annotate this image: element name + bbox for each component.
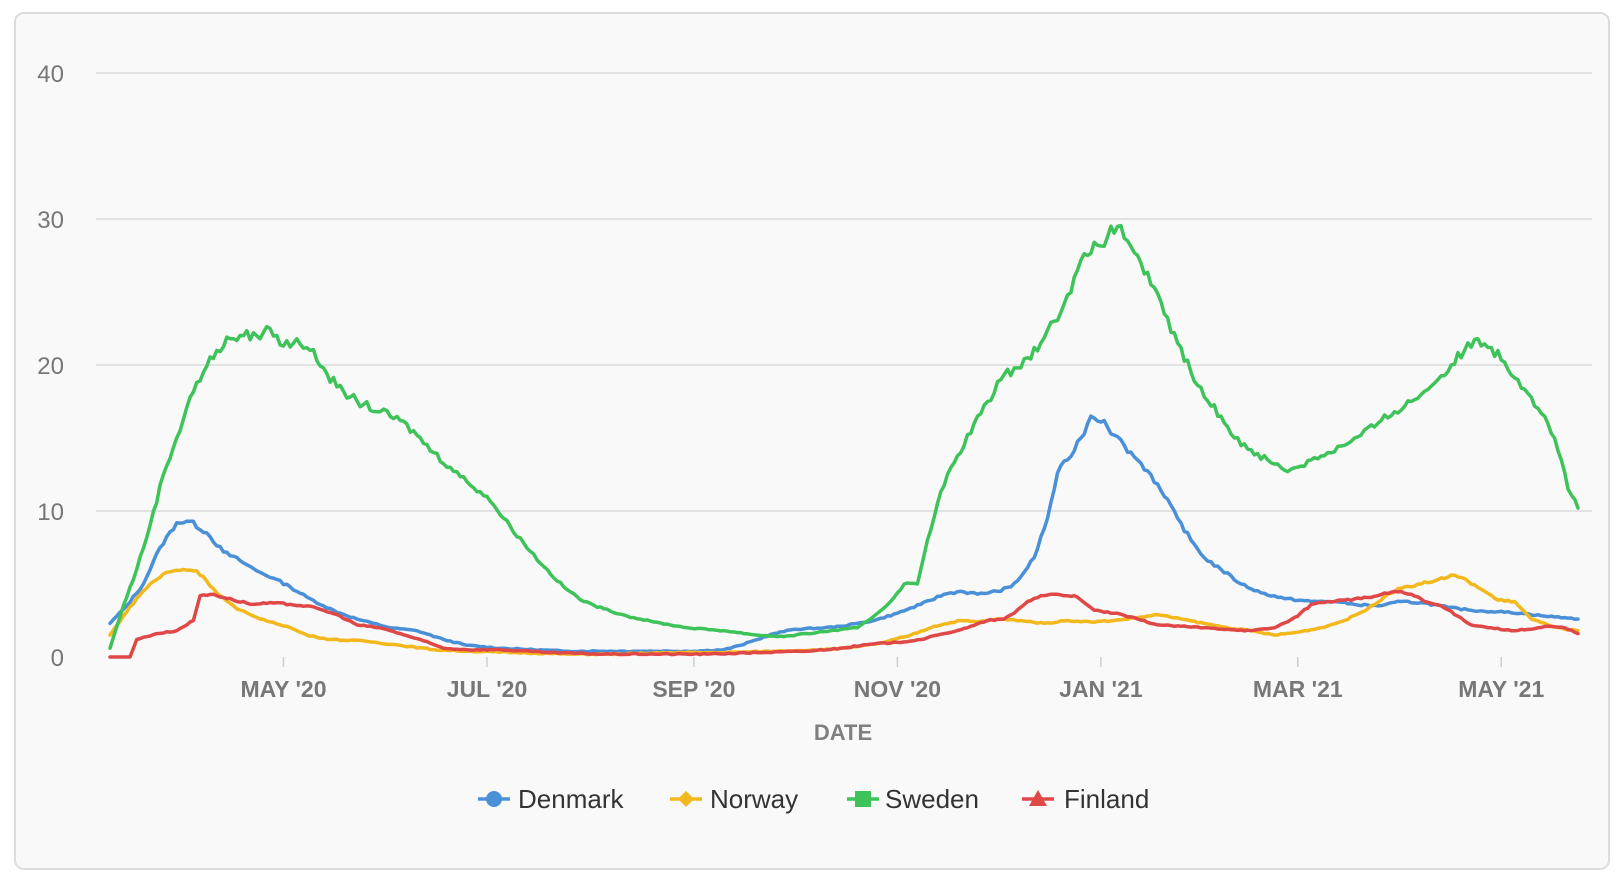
- series-line-denmark: [108, 414, 1580, 654]
- legend-marker-diamond-icon: [678, 791, 694, 807]
- x-tick-label: JAN '21: [1059, 676, 1143, 702]
- legend: Denmark Norway Sweden Finland: [478, 784, 1149, 814]
- grid-lines: [96, 72, 1592, 512]
- x-tick-label: JUL '20: [447, 676, 527, 702]
- y-tick-label: 30: [37, 207, 64, 234]
- y-tick-label: 10: [37, 499, 64, 526]
- series-lines: [108, 223, 1580, 659]
- legend-label: Denmark: [518, 784, 624, 814]
- x-tick-label: MAR '21: [1253, 676, 1343, 702]
- y-axis-ticks: 0 10 20 30 40: [37, 61, 64, 672]
- x-axis-ticks: MAY '20 JUL '20 SEP '20 NOV '20 JAN '21 MAR '…: [240, 657, 1544, 702]
- chart-card: [14, 12, 1610, 870]
- series-line-finland: [108, 589, 1580, 659]
- legend-label: Norway: [710, 784, 798, 814]
- legend-marker-square-icon: [855, 791, 871, 807]
- legend-marker-triangle-icon: [1029, 790, 1047, 806]
- legend-item-denmark[interactable]: Denmark: [478, 784, 624, 814]
- x-tick-label: NOV '20: [854, 676, 941, 702]
- legend-marker-circle-icon: [486, 791, 502, 807]
- x-tick-label: MAY '20: [240, 676, 326, 702]
- legend-item-finland[interactable]: Finland: [1022, 784, 1149, 814]
- y-tick-label: 0: [51, 645, 64, 672]
- x-axis-title: DATE: [814, 720, 872, 745]
- y-tick-label: 20: [37, 353, 64, 380]
- x-tick-label: SEP '20: [652, 676, 735, 702]
- legend-item-norway[interactable]: Norway: [670, 784, 798, 814]
- y-tick-label: 40: [37, 61, 64, 88]
- legend-label: Finland: [1064, 784, 1149, 814]
- x-tick-label: MAY '21: [1458, 676, 1544, 702]
- series-line-sweden: [108, 223, 1580, 650]
- legend-label: Sweden: [885, 784, 979, 814]
- legend-item-sweden[interactable]: Sweden: [847, 784, 979, 814]
